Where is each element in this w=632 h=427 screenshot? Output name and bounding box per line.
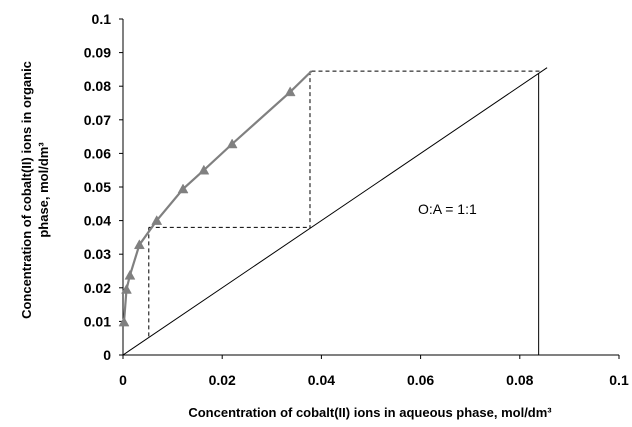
data-point-marker: [226, 138, 238, 149]
plot-area: [118, 18, 620, 359]
x-tick-label: 0.1: [609, 372, 629, 388]
data-point-marker: [124, 269, 136, 280]
y-tick-label: 0.09: [84, 45, 111, 61]
x-tick-label: 0.08: [506, 372, 533, 388]
x-tick-label: 0.04: [308, 372, 335, 388]
data-point-marker: [284, 86, 296, 97]
y-tick-label: 0.1: [92, 11, 112, 27]
x-tick-label: 0.06: [407, 372, 434, 388]
data-point-marker: [118, 316, 130, 327]
data-point-marker: [133, 239, 145, 250]
annotation-ratio: O:A = 1:1: [418, 201, 477, 217]
data-point-marker: [151, 215, 163, 225]
data-point-marker: [177, 183, 189, 194]
x-tick-label: 0.02: [209, 372, 236, 388]
data-point-marker: [121, 283, 132, 294]
data-point-marker: [198, 164, 210, 175]
y-tick-label: 0.02: [84, 280, 111, 296]
x-tick-label: 0: [119, 372, 127, 388]
y-tick-label: 0.07: [84, 112, 111, 128]
x-axis-title: Concentration of cobalt(II) ions in aque…: [188, 405, 552, 420]
y-tick-label: 0.01: [84, 313, 111, 329]
operating-line: [122, 67, 548, 356]
y-tick-label: 0.04: [84, 213, 111, 229]
y-axis-title-line1: Concentration of cobalt(II) ions in orga…: [19, 61, 34, 319]
y-axis-title-line2: phase, mol/dm³: [36, 142, 51, 238]
y-tick-label: 0.08: [84, 78, 111, 94]
y-tick-labels: 0 0.01 0.02 0.03 0.04 0.05 0.06 0.07 0.08 0.09 0.1: [84, 11, 111, 363]
y-tick-label: 0.06: [84, 145, 111, 161]
y-tick-label: 0.03: [84, 246, 111, 262]
x-tick-labels: 0 0.02 0.04 0.06 0.08 0.1: [119, 372, 629, 388]
equilibrium-curve: [122, 70, 313, 323]
y-tick-label: 0: [103, 347, 111, 363]
y-tick-label: 0.05: [84, 179, 111, 195]
